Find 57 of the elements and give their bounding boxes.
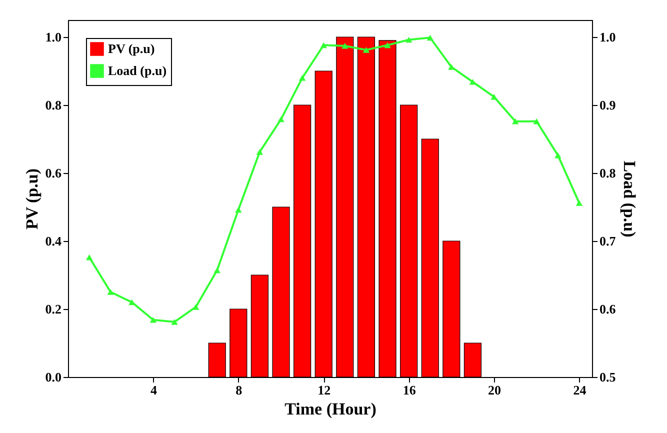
point	[86, 254, 93, 260]
point	[150, 316, 157, 323]
y-tick-label: 1.0	[45, 30, 62, 44]
point	[512, 118, 519, 124]
x-axis-title: Time (Hour)	[284, 400, 376, 418]
y-tick-label: 0.4	[45, 234, 62, 248]
x-tick-label: 16	[402, 382, 416, 398]
point	[256, 149, 264, 155]
point	[405, 36, 412, 43]
point	[490, 94, 498, 100]
x-tick-label: 4	[150, 382, 158, 398]
point	[362, 47, 370, 53]
bar	[421, 138, 439, 378]
point	[426, 34, 434, 41]
point	[342, 42, 348, 49]
y2-tick-label: 0.6	[600, 302, 616, 316]
bar	[294, 104, 312, 378]
x-tick-label: 20	[488, 382, 502, 398]
bar	[250, 274, 269, 378]
y2-tick-label: 0.8	[600, 166, 616, 180]
x-tick-label: 8	[236, 382, 243, 398]
point	[320, 42, 327, 48]
point	[128, 299, 136, 306]
y2-tick-label: 0.7	[600, 234, 616, 248]
bar	[378, 40, 396, 378]
y-axis-title: PV (p.u)	[22, 168, 42, 230]
point	[533, 118, 540, 124]
bar	[336, 36, 354, 378]
point	[278, 116, 284, 122]
y2-tick-label: 0.5	[600, 370, 616, 384]
point	[214, 267, 220, 274]
x-tick-label: 24	[573, 382, 587, 398]
point	[469, 78, 476, 85]
bar	[208, 342, 226, 378]
y-tick-label: 0.6	[45, 166, 62, 180]
point	[171, 319, 178, 325]
y-tick-label: 0.0	[45, 370, 62, 384]
bar	[442, 240, 460, 378]
x-tick-label: 12	[318, 382, 331, 398]
y-tick-label: 0.2	[45, 302, 62, 316]
bar	[464, 342, 482, 378]
y-tick-label: 0.8	[45, 98, 62, 112]
y2-tick-label: 0.9	[600, 98, 616, 112]
point	[576, 200, 583, 206]
bar	[357, 36, 376, 378]
bar	[272, 206, 290, 378]
legend-label: PV (p.u)	[108, 41, 155, 56]
point	[235, 206, 242, 213]
legend-label: Load (p.u)	[108, 63, 167, 78]
point	[554, 152, 562, 158]
point	[192, 304, 200, 310]
y2-tick-label: 1.0	[600, 30, 616, 44]
point	[448, 64, 455, 70]
point	[384, 42, 391, 48]
point	[298, 74, 306, 81]
y2-axis-title: Load (p.u)	[620, 160, 639, 238]
point	[107, 289, 114, 295]
